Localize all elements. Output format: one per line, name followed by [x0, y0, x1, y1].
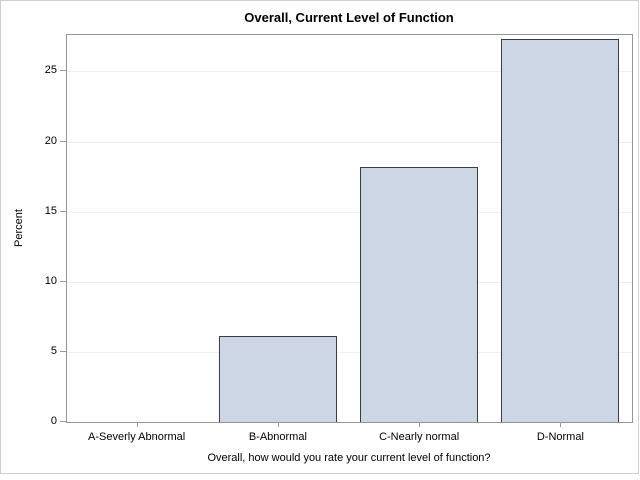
y-tick-mark: [60, 421, 66, 422]
gridline: [67, 211, 632, 213]
bar: [218, 336, 337, 422]
x-category-label: B-Abnormal: [248, 431, 307, 443]
x-tick-mark: [560, 422, 562, 427]
x-tick-mark: [419, 422, 421, 427]
y-tick-label: 5: [50, 344, 57, 357]
y-axis-title: Percent: [13, 209, 25, 247]
plot-area: [66, 34, 633, 423]
gridline: [67, 71, 632, 73]
y-tick-label: 15: [44, 204, 57, 217]
y-tick-mark: [60, 70, 66, 72]
x-category-label: C-Nearly normal: [379, 431, 460, 443]
y-tick-label: 10: [44, 274, 57, 287]
gridline: [67, 281, 632, 283]
chart-title: Overall, Current Level of Function: [244, 10, 454, 25]
y-tick-mark: [60, 350, 66, 352]
x-category-label: D-Normal: [536, 431, 584, 443]
gridline: [67, 141, 632, 143]
x-tick-mark: [277, 422, 279, 427]
y-tick-label: 0: [50, 415, 57, 427]
y-tick-mark: [60, 140, 66, 142]
y-tick-mark: [60, 280, 66, 282]
bar: [501, 39, 620, 422]
y-tick-label: 25: [44, 64, 57, 77]
x-axis-title: Overall, how would you rate your current…: [207, 452, 491, 464]
y-tick-mark: [60, 210, 66, 212]
x-category-label: A-Severly Abnormal: [88, 431, 186, 443]
y-tick-label: 20: [44, 134, 57, 147]
x-tick-mark: [136, 422, 138, 427]
bar: [360, 166, 479, 422]
gridline: [67, 351, 632, 353]
